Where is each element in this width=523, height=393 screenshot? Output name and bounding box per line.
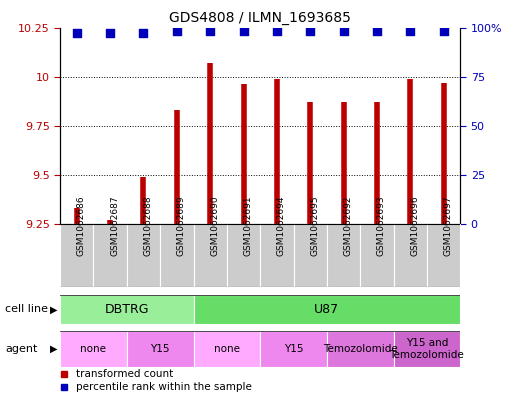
Title: GDS4808 / ILMN_1693685: GDS4808 / ILMN_1693685	[169, 11, 351, 25]
Bar	[194, 224, 227, 287]
Bar	[127, 224, 160, 287]
Bar	[394, 224, 427, 287]
Text: cell line: cell line	[5, 305, 48, 314]
Point	[139, 30, 147, 37]
Text: U87: U87	[314, 303, 339, 316]
Text: transformed count: transformed count	[76, 369, 174, 379]
Text: GSM1062694: GSM1062694	[277, 196, 286, 256]
Bar	[60, 224, 94, 287]
Bar	[60, 296, 194, 324]
Text: DBTRG: DBTRG	[105, 303, 149, 316]
Point	[439, 28, 448, 35]
Bar	[327, 224, 360, 287]
Text: none: none	[214, 344, 240, 354]
Point	[306, 28, 314, 35]
Bar	[60, 331, 127, 367]
Text: GSM1062690: GSM1062690	[210, 196, 219, 256]
Bar	[293, 224, 327, 287]
Text: ▶: ▶	[50, 344, 58, 354]
Bar	[427, 224, 460, 287]
Text: GSM1062697: GSM1062697	[444, 196, 452, 256]
Bar	[94, 224, 127, 287]
Bar	[360, 224, 393, 287]
Point	[373, 28, 381, 35]
Bar	[127, 331, 194, 367]
Point	[173, 28, 181, 35]
Text: Y15: Y15	[151, 344, 170, 354]
Text: GSM1062696: GSM1062696	[410, 196, 419, 256]
Text: GSM1062688: GSM1062688	[143, 196, 153, 256]
Text: GSM1062695: GSM1062695	[310, 196, 319, 256]
Text: GSM1062693: GSM1062693	[377, 196, 386, 256]
Bar	[260, 331, 327, 367]
Point	[106, 30, 115, 37]
Text: GSM1062689: GSM1062689	[177, 196, 186, 256]
Text: ▶: ▶	[50, 305, 58, 314]
Bar	[394, 331, 460, 367]
Point	[73, 30, 81, 37]
Text: none: none	[81, 344, 107, 354]
Bar	[327, 331, 393, 367]
Point	[206, 28, 214, 35]
Text: Y15 and
Temozolomide: Y15 and Temozolomide	[390, 338, 464, 360]
Bar	[227, 224, 260, 287]
Text: GSM1062691: GSM1062691	[244, 196, 253, 256]
Point	[406, 28, 414, 35]
Point	[339, 28, 348, 35]
Bar	[194, 296, 460, 324]
Text: GSM1062686: GSM1062686	[77, 196, 86, 256]
Bar	[194, 331, 260, 367]
Text: percentile rank within the sample: percentile rank within the sample	[76, 382, 252, 391]
Text: agent: agent	[5, 344, 38, 354]
Text: Temozolomide: Temozolomide	[323, 344, 397, 354]
Bar	[260, 224, 293, 287]
Text: GSM1062687: GSM1062687	[110, 196, 119, 256]
Bar	[160, 224, 194, 287]
Point	[272, 28, 281, 35]
Point	[240, 28, 248, 35]
Text: Y15: Y15	[284, 344, 303, 354]
Text: GSM1062692: GSM1062692	[344, 196, 353, 256]
